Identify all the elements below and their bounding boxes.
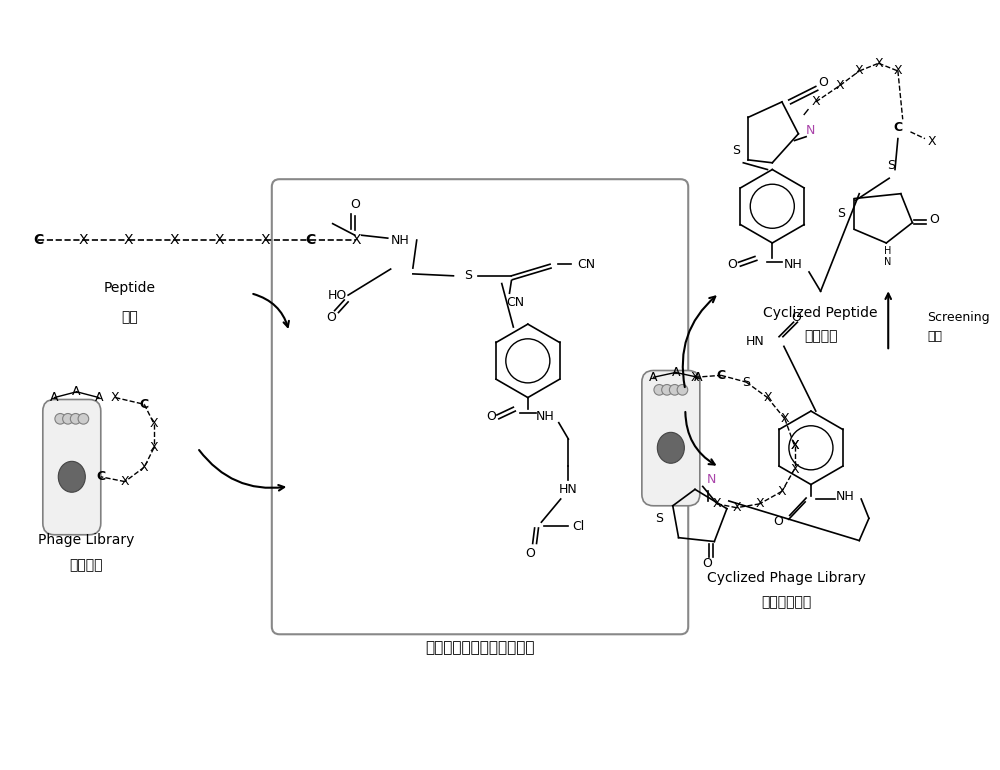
- FancyBboxPatch shape: [272, 179, 688, 634]
- Text: X: X: [260, 233, 270, 247]
- Text: A: A: [72, 385, 81, 398]
- Text: S: S: [733, 144, 741, 157]
- Text: C: C: [140, 398, 149, 411]
- Text: HN: HN: [559, 483, 578, 496]
- Text: X: X: [790, 440, 799, 452]
- Text: NH: NH: [536, 410, 555, 424]
- Text: NH: NH: [784, 258, 803, 271]
- Text: CN: CN: [577, 258, 595, 271]
- Text: X: X: [150, 441, 158, 454]
- Text: A: A: [694, 371, 702, 383]
- Circle shape: [63, 413, 73, 424]
- Text: X: X: [713, 497, 722, 511]
- Text: 多肽: 多肽: [121, 310, 138, 324]
- Circle shape: [677, 384, 688, 395]
- Text: X: X: [124, 233, 134, 247]
- Text: A: A: [649, 371, 658, 383]
- Ellipse shape: [58, 461, 85, 492]
- Text: H
N: H N: [884, 246, 891, 267]
- Text: Cl: Cl: [572, 520, 584, 533]
- Text: A: A: [95, 391, 103, 404]
- Text: X: X: [732, 501, 741, 514]
- Text: Cyclized Peptide: Cyclized Peptide: [763, 306, 878, 320]
- Text: S: S: [887, 159, 895, 172]
- Text: S: S: [655, 512, 663, 525]
- Text: X: X: [836, 79, 844, 92]
- Text: NH: NH: [835, 490, 854, 503]
- Text: X: X: [691, 371, 699, 383]
- Text: X: X: [874, 57, 883, 70]
- Text: O: O: [703, 557, 712, 571]
- Text: NH: NH: [391, 233, 410, 246]
- Ellipse shape: [657, 432, 684, 464]
- Text: X: X: [781, 412, 789, 425]
- Text: A: A: [671, 366, 680, 379]
- Text: X: X: [811, 95, 820, 109]
- Text: Cyclized Phage Library: Cyclized Phage Library: [707, 571, 866, 585]
- Text: S: S: [742, 376, 750, 389]
- Circle shape: [70, 413, 81, 424]
- Text: 噬菌体库: 噬菌体库: [70, 559, 103, 573]
- Text: N: N: [806, 125, 816, 137]
- Text: X: X: [121, 475, 129, 488]
- Text: X: X: [351, 233, 361, 247]
- Text: C: C: [893, 121, 902, 133]
- Text: X: X: [927, 135, 936, 148]
- Text: O: O: [525, 547, 535, 560]
- Text: X: X: [215, 233, 224, 247]
- Text: Phage Library: Phage Library: [38, 533, 134, 547]
- Circle shape: [662, 384, 672, 395]
- Circle shape: [55, 413, 66, 424]
- Text: A: A: [50, 391, 59, 404]
- Text: 环化多肽: 环化多肽: [804, 330, 837, 343]
- Text: 基于硫烯醚分子的环化反应: 基于硫烯醚分子的环化反应: [425, 641, 535, 655]
- Text: O: O: [727, 258, 737, 271]
- Text: HO: HO: [328, 289, 347, 302]
- Text: N: N: [707, 474, 716, 486]
- Text: HN: HN: [746, 335, 765, 348]
- Text: Screening: Screening: [927, 311, 990, 324]
- Text: C: C: [717, 369, 726, 382]
- Text: X: X: [150, 417, 158, 430]
- Text: O: O: [326, 311, 336, 324]
- Text: X: X: [79, 233, 88, 247]
- Text: X: X: [169, 233, 179, 247]
- Text: O: O: [773, 514, 783, 527]
- Text: X: X: [778, 485, 786, 497]
- Text: O: O: [930, 213, 940, 226]
- Circle shape: [669, 384, 680, 395]
- Text: C: C: [33, 233, 43, 247]
- Text: S: S: [837, 207, 845, 220]
- Text: 环化噬菌体库: 环化噬菌体库: [762, 595, 812, 609]
- Text: X: X: [763, 391, 772, 404]
- Text: CN: CN: [507, 296, 525, 310]
- Text: C: C: [305, 233, 316, 247]
- Text: X: X: [790, 440, 799, 452]
- Text: X: X: [755, 497, 764, 511]
- Text: 筛选: 筛选: [927, 330, 942, 343]
- Text: O: O: [350, 198, 360, 211]
- Text: X: X: [855, 65, 864, 78]
- FancyBboxPatch shape: [43, 400, 101, 534]
- FancyBboxPatch shape: [642, 370, 700, 506]
- Text: X: X: [140, 460, 149, 474]
- Text: X: X: [111, 391, 120, 404]
- Circle shape: [654, 384, 665, 395]
- Text: X: X: [790, 463, 799, 476]
- Text: O: O: [819, 76, 828, 89]
- Text: C: C: [96, 470, 105, 484]
- Text: O: O: [486, 410, 496, 424]
- Text: S: S: [464, 270, 472, 283]
- Text: Peptide: Peptide: [104, 281, 156, 296]
- Text: O: O: [792, 311, 801, 324]
- Text: X: X: [894, 65, 902, 78]
- Circle shape: [78, 413, 89, 424]
